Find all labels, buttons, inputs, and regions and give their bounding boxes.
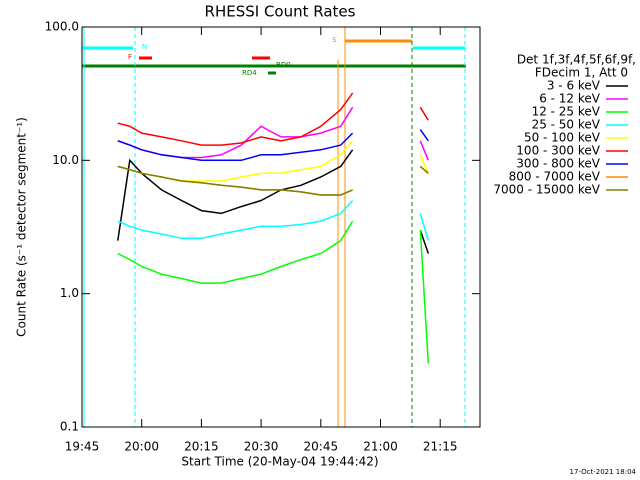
annotations: N F RD0 RD4 S [82,27,466,427]
y-tick-label: 10.0 [52,153,79,167]
x-tick-label: 19:45 [65,440,100,454]
y-tick-label: 0.1 [60,420,79,434]
footer: 17-Oct-2021 18:04 [570,468,637,476]
x-axis-label: Start Time (20-May-04 19:44:42) [181,455,378,469]
annotation: S [332,36,337,44]
legend-label: 12 - 25 keV [532,105,601,119]
legend-label: 100 - 300 keV [516,144,600,158]
series-line [117,149,430,254]
series-line [117,140,429,182]
annotation: F [128,53,132,61]
legend-label: 50 - 100 keV [524,131,601,145]
legend-label: 7000 - 15000 keV [493,183,600,197]
legend-header: FDecim 1, Att 0 [535,66,628,80]
y-tick-label: 1.0 [60,286,79,300]
y-axis-label: Count Rate (s⁻¹ detector segment⁻¹) [15,117,29,337]
series-line [117,92,429,146]
plot-frame [81,26,481,428]
annotation: RD4 [242,69,257,77]
x-tick-label: 20:45 [304,440,339,454]
series-line [117,165,429,196]
annotation: N [142,43,147,51]
legend-label: 800 - 7000 keV [509,170,601,184]
series-line [117,106,429,161]
series-line [117,220,430,364]
x-tick-label: 20:00 [124,440,159,454]
legend-label: 6 - 12 keV [539,92,601,106]
legend-label: 300 - 800 keV [516,157,600,171]
series-line [117,129,429,162]
annotation: RD0 [276,61,291,69]
x-tick-label: 20:30 [244,440,279,454]
series-line [117,199,430,241]
x-tick-label: 21:00 [363,440,398,454]
x-tick-label: 21:15 [423,440,458,454]
x-tick-label: 20:15 [184,440,219,454]
chart-title: RHESSI Count Rates [205,3,356,21]
legend-label: 25 - 50 keV [532,118,601,132]
legend-header: Det 1f,3f,4f,5f,6f,9f, [517,53,636,67]
y-tick-label: 100.0 [45,20,79,34]
legend-label: 3 - 6 keV [547,79,601,93]
